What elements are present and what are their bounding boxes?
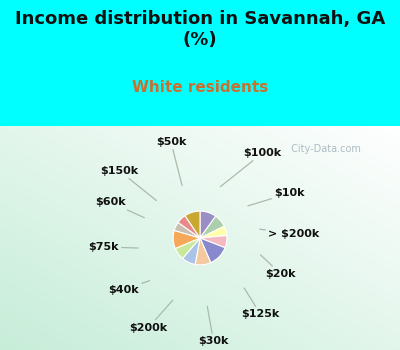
- Wedge shape: [178, 216, 200, 238]
- Wedge shape: [200, 211, 216, 238]
- Text: $100k: $100k: [220, 148, 282, 187]
- Text: $10k: $10k: [248, 188, 305, 206]
- Text: $75k: $75k: [88, 242, 138, 252]
- Text: White residents: White residents: [132, 80, 268, 95]
- Text: $125k: $125k: [241, 288, 280, 319]
- Text: $50k: $50k: [156, 137, 186, 186]
- Text: > $200k: > $200k: [260, 229, 320, 238]
- Wedge shape: [200, 226, 227, 238]
- Text: $60k: $60k: [95, 197, 144, 218]
- Text: $200k: $200k: [130, 300, 173, 332]
- Text: $30k: $30k: [198, 306, 229, 346]
- Text: $40k: $40k: [108, 281, 150, 294]
- Text: $150k: $150k: [100, 166, 156, 201]
- Text: $20k: $20k: [260, 255, 296, 279]
- Wedge shape: [174, 223, 200, 238]
- Wedge shape: [200, 236, 227, 248]
- Wedge shape: [185, 211, 200, 238]
- Text: Income distribution in Savannah, GA
(%): Income distribution in Savannah, GA (%): [15, 10, 385, 49]
- Wedge shape: [200, 238, 225, 262]
- Wedge shape: [182, 238, 200, 265]
- Wedge shape: [195, 238, 211, 265]
- Wedge shape: [200, 216, 224, 238]
- Text: City-Data.com: City-Data.com: [288, 144, 361, 154]
- Wedge shape: [175, 238, 200, 258]
- Wedge shape: [173, 230, 200, 248]
